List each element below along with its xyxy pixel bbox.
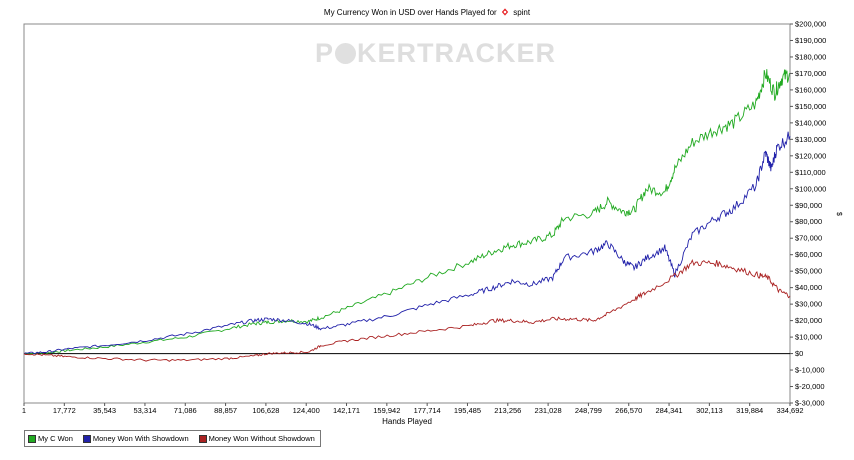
watermark-chip-icon bbox=[335, 43, 357, 64]
x-tick-label: 319,884 bbox=[736, 406, 763, 415]
x-tick-label: 142,171 bbox=[333, 406, 360, 415]
y-tick-label: $70,000 bbox=[795, 234, 822, 243]
y-axis-label: $ bbox=[835, 212, 842, 216]
x-tick-label: 266,570 bbox=[615, 406, 642, 415]
x-tick-label: 177,714 bbox=[414, 406, 441, 415]
y-tick-label: $180,000 bbox=[795, 52, 826, 61]
x-tick-label: 248,799 bbox=[575, 406, 602, 415]
legend-swatch bbox=[198, 434, 207, 443]
poker-chip-icon bbox=[501, 8, 509, 16]
y-tick-label: $80,000 bbox=[795, 217, 822, 226]
x-tick-label: 302,113 bbox=[696, 406, 723, 415]
series-line-1 bbox=[23, 69, 791, 355]
legend-item-3: Money Won Without Showdown bbox=[198, 434, 315, 443]
x-tick-label: 195,485 bbox=[454, 406, 481, 415]
legend-label: My C Won bbox=[38, 434, 73, 443]
y-tick-label: $110,000 bbox=[795, 168, 826, 177]
y-tick-label: $60,000 bbox=[795, 250, 822, 259]
y-axis: $200,000 $190,000 $180,000 $170,000 $160,000… bbox=[790, 20, 826, 408]
series-line-2 bbox=[23, 131, 791, 355]
legend-item-2: Money Won With Showdown bbox=[82, 434, 189, 443]
y-tick-label: $10,000 bbox=[795, 333, 822, 342]
y-tick-label: $-20,000 bbox=[795, 382, 825, 391]
x-axis-label: Hands Played bbox=[382, 417, 432, 426]
pokertracker-watermark: P KERTRACKER bbox=[315, 38, 557, 68]
y-tick-label: $130,000 bbox=[795, 135, 826, 144]
y-tick-label: $150,000 bbox=[795, 102, 826, 111]
chart-title: My Currency Won in USD over Hands Played… bbox=[0, 8, 854, 17]
y-tick-label: $20,000 bbox=[795, 316, 822, 325]
y-tick-label: $120,000 bbox=[795, 151, 826, 160]
x-tick-label: 334,692 bbox=[776, 406, 803, 415]
x-tick-label: 213,256 bbox=[494, 406, 521, 415]
x-axis: 1 17,772 35,543 53,314 71,086 88,857 106,628 12… bbox=[22, 403, 804, 415]
series-layer bbox=[23, 69, 791, 362]
y-tick-label: $0 bbox=[795, 349, 803, 358]
y-tick-label: $190,000 bbox=[795, 36, 826, 45]
legend-swatch bbox=[28, 434, 36, 443]
y-tick-label: $140,000 bbox=[795, 118, 826, 127]
x-tick-label: 53,314 bbox=[133, 406, 156, 415]
player-name: spint bbox=[513, 8, 531, 17]
x-tick-label: 231,028 bbox=[535, 406, 562, 415]
x-tick-label: 106,628 bbox=[252, 406, 279, 415]
series-line-3 bbox=[23, 258, 791, 362]
x-tick-label: 17,772 bbox=[53, 406, 76, 415]
y-tick-label: $50,000 bbox=[795, 267, 822, 276]
y-tick-label: $100,000 bbox=[795, 184, 826, 193]
plot-area bbox=[23, 23, 791, 404]
x-tick-label: 159,942 bbox=[373, 406, 400, 415]
y-tick-label: $40,000 bbox=[795, 283, 822, 292]
legend-label: Money Won With Showdown bbox=[92, 434, 189, 443]
y-tick-label: $170,000 bbox=[795, 69, 826, 78]
y-tick-label: $-30,000 bbox=[795, 399, 825, 408]
x-tick-label: 284,341 bbox=[655, 406, 682, 415]
y-tick-label: $-10,000 bbox=[795, 366, 825, 375]
y-tick-label: $90,000 bbox=[795, 201, 822, 210]
y-tick-label: $30,000 bbox=[795, 300, 822, 309]
y-tick-label: $160,000 bbox=[795, 85, 826, 94]
legend-swatch bbox=[82, 434, 91, 443]
x-tick-label: 88,857 bbox=[214, 406, 237, 415]
legend-item-1: My C Won bbox=[28, 434, 73, 443]
chart-title-text: My Currency Won in USD over Hands Played… bbox=[323, 8, 497, 17]
legend-label: Money Won Without Showdown bbox=[208, 434, 315, 443]
x-tick-label: 124,400 bbox=[293, 406, 320, 415]
legend: My C Won Money Won With Showdown Money Won… bbox=[24, 430, 321, 447]
y-tick-label: $200,000 bbox=[795, 20, 826, 29]
x-tick-label: 1 bbox=[22, 406, 26, 415]
x-tick-label: 71,086 bbox=[174, 406, 197, 415]
x-tick-label: 35,543 bbox=[93, 406, 116, 415]
